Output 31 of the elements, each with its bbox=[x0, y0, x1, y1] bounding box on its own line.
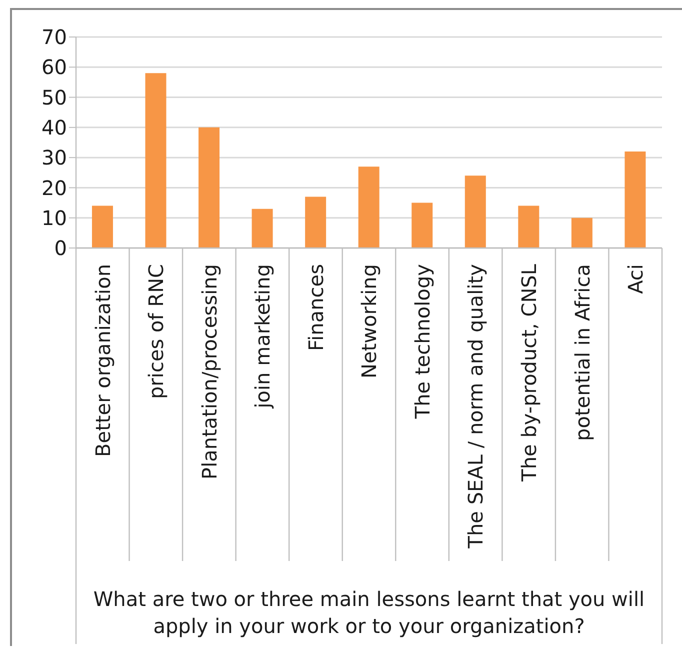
x-tick-label: The technology bbox=[410, 264, 434, 420]
x-tick-label: Plantation/processing bbox=[197, 264, 222, 480]
bar bbox=[358, 166, 380, 248]
bar bbox=[412, 202, 433, 248]
y-tick-label: 30 bbox=[42, 146, 67, 170]
bar bbox=[92, 206, 113, 248]
y-tick-label: 0 bbox=[54, 236, 67, 260]
bar bbox=[198, 127, 220, 248]
x-tick-label: The by-product, CNSL bbox=[517, 263, 542, 482]
y-tick-label: 70 bbox=[42, 25, 67, 50]
bar bbox=[464, 176, 486, 248]
x-tick-label: Finances bbox=[304, 264, 328, 351]
x-axis-title: What are two or three main lessons learnt that you will apply in your work or to your organization? bbox=[93, 587, 645, 638]
y-tick-label: 20 bbox=[42, 176, 67, 200]
y-tick-label: 40 bbox=[42, 116, 67, 140]
bar bbox=[252, 208, 273, 248]
y-tick-label: 50 bbox=[42, 85, 67, 110]
bar bbox=[571, 218, 592, 248]
x-tick-label: prices of RNC bbox=[144, 264, 168, 400]
y-tick-label: 60 bbox=[42, 55, 67, 80]
bar bbox=[518, 206, 540, 248]
x-tick-label: Aci bbox=[624, 264, 648, 294]
x-tick-label: potential in Africa bbox=[570, 264, 594, 441]
bar bbox=[145, 73, 166, 248]
x-tick-label: Networking bbox=[357, 264, 382, 378]
x-tick-label: The SEAL / norm and quality bbox=[464, 264, 488, 550]
x-tick-label: join marketing bbox=[250, 264, 275, 410]
bar bbox=[305, 196, 326, 248]
y-tick-label: 10 bbox=[42, 206, 67, 230]
bar bbox=[624, 152, 646, 248]
x-tick-label: Better organization bbox=[90, 264, 115, 457]
